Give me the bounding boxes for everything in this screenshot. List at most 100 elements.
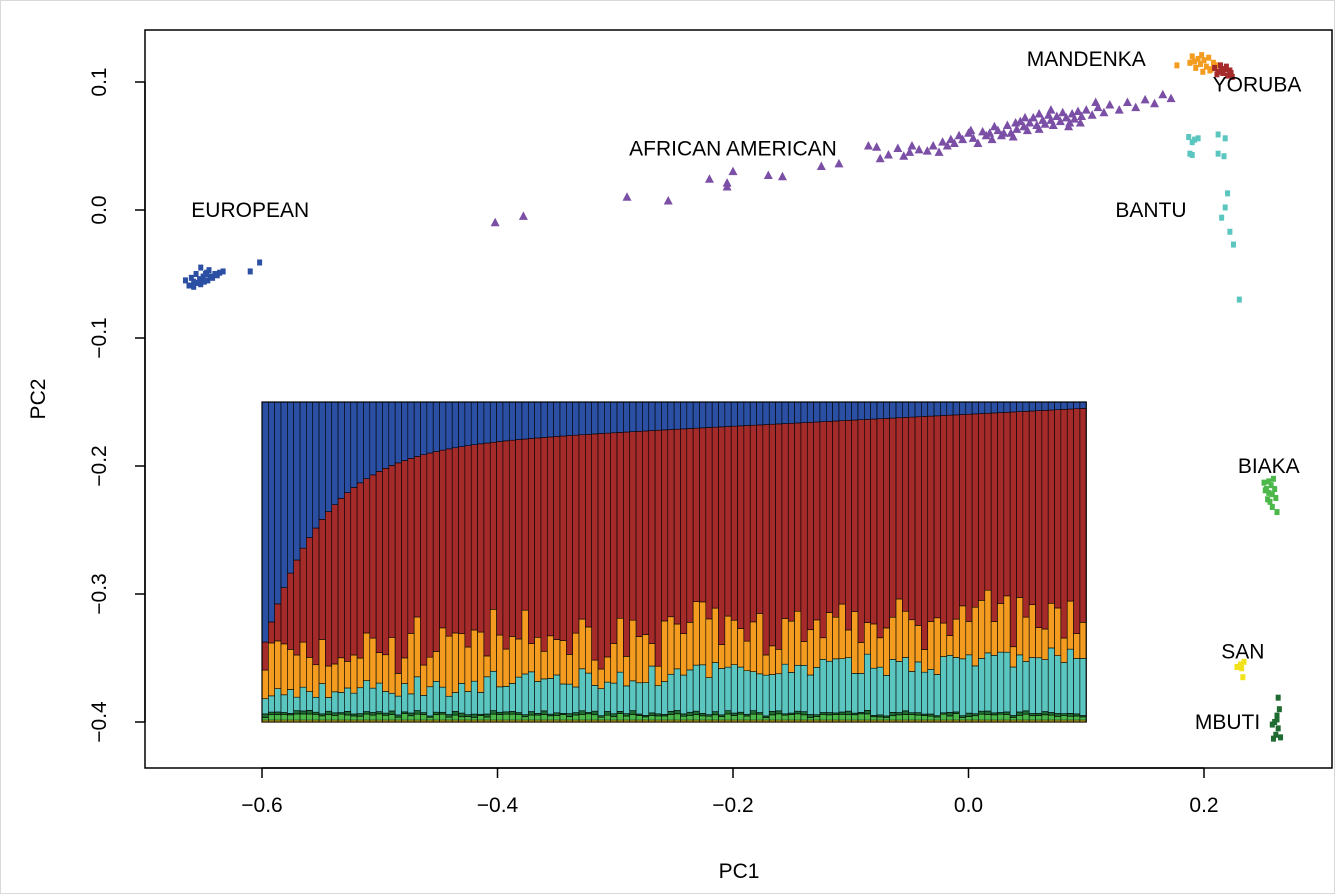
inset-bar-segment: [667, 673, 675, 712]
inset-bar-segment: [445, 695, 453, 715]
inset-bar-segment: [1066, 401, 1074, 410]
inset-bar-segment: [1003, 411, 1011, 597]
data-point: [1034, 124, 1044, 133]
inset-bar-segment: [800, 641, 808, 666]
data-point: [722, 178, 732, 187]
inset-bar-segment: [623, 431, 631, 657]
inset-bar-segment: [737, 401, 745, 427]
inset-bar-segment: [413, 401, 421, 457]
inset-bar-segment: [325, 710, 333, 716]
inset-bar-segment: [318, 683, 326, 715]
inset-bar-segment: [794, 713, 802, 721]
inset-bar-segment: [768, 645, 776, 675]
inset-bar-segment: [654, 715, 662, 721]
x-tick-label: 0.0: [954, 794, 983, 817]
inset-bar-segment: [718, 426, 726, 645]
inset-bar-segment: [959, 401, 967, 415]
inset-bar-segment: [572, 632, 580, 688]
inset-bar-segment: [325, 697, 333, 712]
inset-bar-segment: [762, 424, 770, 656]
inset-bar-segment: [572, 714, 580, 721]
inset-bar-segment: [990, 712, 998, 716]
inset-bar-segment: [730, 664, 738, 714]
inset-bar-segment: [597, 401, 605, 434]
inset-bar-segment: [673, 668, 681, 711]
inset-bar-segment: [439, 713, 447, 721]
inset-bar-segment: [325, 665, 333, 698]
data-point: [182, 277, 188, 284]
inset-bar-segment: [1009, 411, 1017, 648]
inset-bar-segment: [344, 661, 352, 689]
inset-bar-segment: [1066, 648, 1074, 714]
inset-bar-segment: [775, 673, 783, 712]
inset-bar-segment: [749, 713, 757, 721]
inset-bar-segment: [711, 401, 719, 428]
y-axis-title: PC2: [27, 379, 50, 420]
data-point: [1234, 663, 1240, 670]
inset-bar-segment: [1016, 411, 1024, 598]
inset-bar-segment: [756, 613, 764, 675]
inset-bar-segment: [616, 401, 624, 433]
population-label: YORUBA: [1213, 74, 1302, 97]
data-point: [1219, 66, 1225, 73]
data-points: [182, 52, 1284, 742]
inset-bar-segment: [515, 638, 523, 678]
data-point: [186, 282, 192, 289]
inset-bar-segment: [1016, 597, 1024, 656]
inset-bar-segment: [1035, 627, 1043, 659]
inset-bar-segment: [363, 401, 371, 479]
inset-bar-segment: [1047, 602, 1055, 649]
inset-bar-segment: [832, 658, 840, 714]
inset-bar-segment: [426, 401, 434, 454]
inset-bar-segment: [730, 401, 738, 427]
inset-bar-segment: [851, 401, 859, 421]
inset-bar-segment: [547, 715, 554, 721]
inset-bar-segment: [268, 642, 275, 697]
inset-bar-segment: [673, 713, 681, 721]
inset-bar-segment: [819, 659, 827, 713]
inset-bar-segment: [515, 712, 523, 715]
data-point: [257, 259, 263, 266]
data-point: [1055, 116, 1065, 126]
inset-bar-segment: [274, 714, 282, 721]
inset-bar-segment: [1047, 409, 1055, 604]
inset-bar-segment: [642, 682, 650, 716]
inset-bar-segment: [508, 711, 516, 715]
data-point: [1075, 117, 1085, 127]
data-point: [198, 264, 204, 271]
data-point: [1174, 62, 1180, 69]
data-point: [1217, 62, 1223, 69]
inset-bar-segment: [470, 713, 478, 718]
inset-bar-segment: [940, 713, 948, 721]
inset-bar-segment: [331, 715, 339, 721]
inset-bar-segment: [591, 659, 599, 686]
data-point: [1122, 97, 1132, 106]
inset-bar-segment: [971, 606, 979, 667]
inset-bar-segment: [350, 713, 358, 717]
inset-bar-segment: [508, 683, 516, 712]
inset-bar-segment: [661, 429, 669, 622]
inset-bar-segment: [1054, 401, 1062, 410]
data-point: [1230, 241, 1236, 248]
inset-bar-segment: [591, 401, 599, 435]
inset-bar-segment: [946, 401, 954, 416]
inset-bar-segment: [464, 401, 472, 446]
data-point: [197, 276, 203, 283]
inset-bar-segment: [959, 658, 967, 716]
inset-bar-segment: [902, 657, 910, 712]
inset-bar-segment: [1035, 410, 1043, 628]
inset-bar-segment: [363, 632, 371, 681]
inset-bar-segment: [711, 662, 719, 712]
inset-bar-segment: [489, 441, 497, 610]
inset-bar-segment: [756, 424, 764, 614]
inset-bar-segment: [508, 636, 516, 684]
inset-bar-segment: [667, 616, 675, 675]
inset-bar-segment: [794, 610, 802, 666]
inset-bar-segment: [375, 713, 383, 721]
inset-bar-segment: [350, 487, 358, 656]
inset-bar-segment: [794, 664, 802, 712]
inset-bar-segment: [997, 401, 1005, 413]
inset-bar-segment: [388, 401, 396, 466]
inset-bar-segment: [1041, 410, 1049, 630]
